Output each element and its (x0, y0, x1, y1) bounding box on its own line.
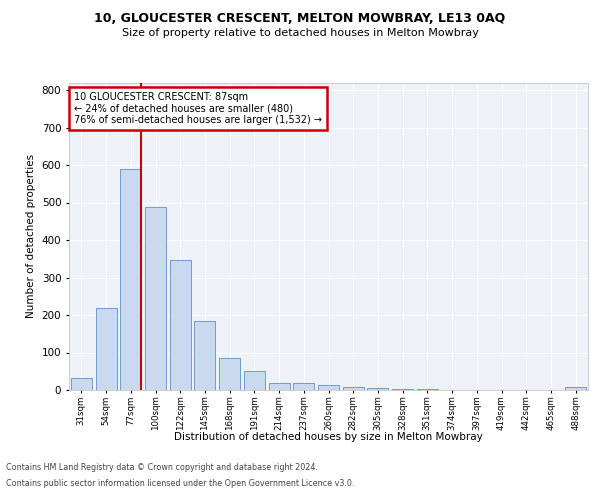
Bar (95, 308, 116, 390)
Bar (219, 358, 240, 390)
Bar (392, 389, 413, 390)
Bar (565, 387, 586, 390)
Y-axis label: Number of detached properties: Number of detached properties (26, 154, 36, 318)
Text: Distribution of detached houses by size in Melton Mowbray: Distribution of detached houses by size … (175, 432, 483, 442)
Text: Size of property relative to detached houses in Melton Mowbray: Size of property relative to detached ho… (122, 28, 478, 38)
Text: 10, GLOUCESTER CRESCENT, MELTON MOWBRAY, LE13 0AQ: 10, GLOUCESTER CRESCENT, MELTON MOWBRAY,… (94, 12, 506, 26)
Bar (318, 385, 339, 390)
Bar (367, 388, 388, 390)
Bar (417, 389, 438, 390)
Bar (343, 387, 364, 390)
Text: Contains public sector information licensed under the Open Government Licence v3: Contains public sector information licen… (6, 478, 355, 488)
Bar (269, 382, 290, 390)
Bar (244, 370, 265, 390)
Text: Contains HM Land Registry data © Crown copyright and database right 2024.: Contains HM Land Registry data © Crown c… (6, 464, 318, 472)
Bar (194, 320, 215, 390)
Bar (71, 378, 92, 390)
Bar (293, 383, 314, 390)
Bar (170, 260, 191, 390)
Bar (120, 169, 141, 390)
Bar (145, 207, 166, 390)
Text: 10 GLOUCESTER CRESCENT: 87sqm
← 24% of detached houses are smaller (480)
76% of : 10 GLOUCESTER CRESCENT: 87sqm ← 24% of d… (74, 92, 322, 125)
